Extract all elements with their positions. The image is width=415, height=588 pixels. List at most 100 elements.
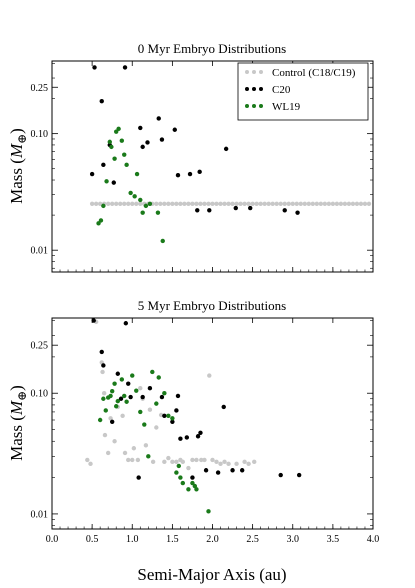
data-point-control (85, 457, 90, 463)
data-point-c20 (197, 169, 202, 175)
legend-marker-control (245, 70, 249, 74)
data-point-c20 (172, 127, 177, 132)
data-point-wl19 (178, 475, 183, 480)
data-point-c20 (147, 386, 153, 391)
data-point-wl19 (108, 393, 113, 399)
data-point-control (122, 450, 128, 456)
x-tick-label: 2.0 (206, 534, 219, 545)
data-point-control (138, 201, 143, 207)
data-point-wl19 (143, 203, 149, 209)
data-point-wl19 (132, 194, 137, 199)
data-point-wl19 (146, 454, 151, 459)
data-point-wl19 (112, 156, 117, 161)
data-point-wl19 (138, 409, 143, 415)
data-point-c20 (239, 468, 245, 473)
data-point-control (89, 201, 95, 207)
data-point-control (286, 201, 291, 207)
data-point-control (138, 386, 143, 391)
data-point-control (338, 201, 344, 207)
data-point-wl19 (162, 391, 167, 396)
data-point-control (182, 201, 187, 207)
data-point-c20 (178, 436, 183, 441)
data-point-control (362, 201, 368, 207)
data-point-wl19 (128, 190, 133, 196)
data-point-wl19 (116, 126, 121, 132)
data-point-control (194, 201, 199, 207)
data-point-wl19 (176, 463, 181, 469)
data-point-c20 (248, 205, 253, 211)
x-tick-label: 2.5 (246, 534, 259, 545)
data-point-control (190, 457, 195, 463)
x-tick-label: 3.0 (287, 534, 300, 545)
data-point-control (230, 201, 235, 207)
data-point-control (202, 201, 207, 207)
data-point-control (199, 457, 204, 463)
legend-marker-c20 (252, 87, 256, 91)
data-point-control (114, 201, 119, 207)
x-tick-label: 0.0 (46, 534, 59, 545)
data-point-control (226, 201, 231, 207)
x-axis-label: Semi-Major Axis (au) (137, 565, 286, 584)
data-point-control (162, 459, 167, 465)
ylabel-symbol: M (7, 143, 26, 159)
data-point-c20 (123, 321, 129, 326)
panel-0myr: 0 Myr Embryo Distributions 0.010.100.25 … (7, 41, 374, 273)
legend-marker-c20 (245, 87, 249, 91)
data-point-control (206, 201, 211, 207)
data-point-control (290, 201, 295, 207)
data-point-c20 (190, 475, 195, 480)
data-point-c20 (174, 408, 179, 413)
data-point-wl19 (122, 393, 127, 399)
data-point-control (226, 461, 231, 467)
data-point-c20 (195, 434, 201, 439)
data-point-control (105, 450, 111, 456)
data-point-control (126, 457, 131, 463)
y-tick-label: 0.25 (31, 341, 49, 352)
data-point-control (322, 201, 328, 207)
data-point-control (238, 201, 243, 207)
data-point-control (326, 201, 332, 207)
data-point-control (135, 457, 141, 463)
data-point-c20 (162, 413, 167, 418)
data-point-control (154, 201, 159, 207)
data-point-wl19 (154, 401, 159, 406)
legend-marker-control (252, 70, 256, 74)
data-point-control (150, 459, 156, 465)
data-point-c20 (278, 472, 283, 478)
data-point-wl19 (160, 238, 165, 244)
data-point-control (222, 201, 227, 207)
data-point-c20 (184, 435, 190, 440)
data-point-wl19 (174, 470, 179, 475)
panel-5myr-ticks: 0.0 0.5 1.0 1.5 2.0 2.5 3.0 3.5 4.0 0.01 0.10 0.25 (31, 318, 379, 545)
data-point-control (162, 201, 167, 207)
data-point-c20 (175, 173, 181, 178)
data-point-wl19 (155, 210, 161, 215)
data-point-c20 (170, 419, 175, 424)
y-tick-label: 0.01 (31, 246, 49, 257)
y-tick-label: 0.25 (31, 83, 49, 94)
data-point-control (170, 459, 175, 465)
data-point-wl19 (142, 422, 147, 427)
data-point-control (174, 201, 179, 207)
data-point-control (143, 443, 149, 448)
data-point-control (266, 201, 271, 207)
data-point-control (102, 432, 108, 438)
data-point-control (112, 439, 117, 444)
data-point-control (350, 201, 356, 207)
data-point-wl19 (130, 373, 135, 378)
data-point-c20 (145, 140, 150, 145)
data-point-control (330, 201, 336, 207)
data-point-control (97, 201, 103, 207)
data-point-wl19 (119, 138, 125, 143)
data-point-c20 (136, 475, 141, 480)
data-point-c20 (221, 404, 226, 410)
data-point-control (222, 459, 227, 465)
data-point-control (218, 201, 223, 207)
data-point-c20 (138, 125, 143, 131)
ylabel-text: Mass ( (7, 415, 26, 461)
panel-0myr-title: 0 Myr Embryo Distributions (138, 41, 286, 56)
data-point-wl19 (104, 179, 109, 184)
data-point-wl19 (140, 210, 145, 215)
data-point-c20 (128, 394, 133, 400)
